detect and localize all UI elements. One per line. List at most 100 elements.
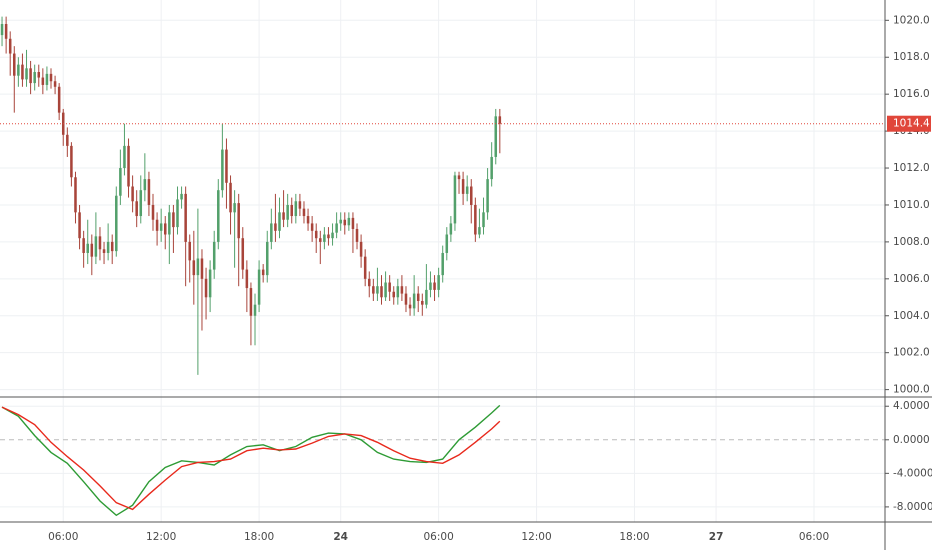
indicator-line xyxy=(1,404,501,517)
y-tick-label: 1008.0 xyxy=(893,236,930,248)
candle-body xyxy=(70,145,73,178)
candle-body xyxy=(57,86,61,113)
y-tick-label: 1006.0 xyxy=(893,273,930,285)
candle-body xyxy=(433,282,436,290)
candle-body xyxy=(465,186,469,194)
candle-body xyxy=(302,208,306,217)
candle-body xyxy=(319,238,322,242)
candle-body xyxy=(265,241,269,276)
candle-body xyxy=(470,186,473,205)
candle-body xyxy=(200,258,204,279)
indicator-line xyxy=(1,406,501,511)
candle-body xyxy=(367,278,371,287)
candle-body xyxy=(314,230,318,239)
x-tick-label: 24 xyxy=(333,531,348,543)
x-tick-label: 12:00 xyxy=(521,531,551,543)
candle-body xyxy=(392,291,396,298)
candle-body xyxy=(188,241,191,261)
candle-body xyxy=(217,190,220,242)
candle-body xyxy=(486,179,489,213)
candle-body xyxy=(453,175,457,224)
candle-body xyxy=(196,258,200,276)
y-tick-label: 1020.0 xyxy=(893,14,930,26)
candle-body xyxy=(437,275,440,290)
candle-body xyxy=(86,243,89,253)
y-tick-label: 1016.0 xyxy=(893,88,930,100)
y-tick-label: 1002.0 xyxy=(893,347,930,359)
y-tick-label: 1004.0 xyxy=(893,310,930,322)
candle-body xyxy=(102,249,106,253)
candle-body xyxy=(474,204,477,235)
candle-body xyxy=(53,81,57,87)
candle-body xyxy=(261,269,265,276)
x-tick-label: 27 xyxy=(709,531,724,543)
candle-body xyxy=(331,232,334,239)
candle-body xyxy=(94,236,98,257)
candle-body xyxy=(257,269,261,305)
candle-body xyxy=(335,223,338,233)
candle-body xyxy=(131,186,134,202)
candle-body xyxy=(498,116,502,124)
candle-body xyxy=(404,293,408,305)
candle-body xyxy=(274,223,277,231)
candle-body xyxy=(310,223,314,231)
candle-body xyxy=(286,204,289,220)
candle-body xyxy=(212,241,216,270)
candle-body xyxy=(323,234,326,242)
candle-body xyxy=(110,241,114,252)
candle-body xyxy=(339,219,342,224)
candle-body xyxy=(78,212,81,239)
candle-body xyxy=(184,193,187,242)
candle-body xyxy=(33,72,36,84)
candle-body xyxy=(421,300,424,305)
candle-body xyxy=(372,286,375,294)
candle-body xyxy=(449,223,453,235)
candle-body xyxy=(490,156,493,180)
candle-body xyxy=(441,252,444,276)
candle-body xyxy=(363,256,367,279)
candle-body xyxy=(98,236,102,250)
candle-body xyxy=(253,304,257,316)
y-tick-label: 4.0000 xyxy=(893,400,930,412)
candle-body xyxy=(298,201,302,209)
candle-body xyxy=(457,175,461,180)
candle-body xyxy=(388,282,391,292)
candle-body xyxy=(41,77,45,85)
candle-body xyxy=(13,53,16,76)
y-tick-label: 0.0000 xyxy=(893,434,930,446)
candle-body xyxy=(139,190,143,217)
candle-body xyxy=(8,38,12,54)
candle-body xyxy=(233,203,236,213)
candle-body xyxy=(49,73,53,82)
candle-body xyxy=(400,286,404,294)
candle-body xyxy=(163,223,167,235)
candle-body xyxy=(208,269,212,298)
y-tick-label: -8.0000 xyxy=(893,501,932,513)
candle-body xyxy=(192,260,196,276)
candle-body xyxy=(282,212,285,220)
x-tick-label: 18:00 xyxy=(244,531,274,543)
x-tick-label: 18:00 xyxy=(619,531,649,543)
candle-body xyxy=(29,68,32,84)
candle-body xyxy=(0,24,4,36)
x-tick-label: 12:00 xyxy=(146,531,176,543)
candle-body xyxy=(180,193,183,200)
candle-body xyxy=(127,145,130,187)
candle-body xyxy=(151,204,155,220)
candle-body xyxy=(237,203,240,239)
candle-body xyxy=(384,282,387,298)
candle-body xyxy=(204,278,208,298)
y-tick-label: 1018.0 xyxy=(893,51,930,63)
candle-body xyxy=(416,293,420,301)
candle-body xyxy=(66,134,69,146)
candle-body xyxy=(82,238,85,253)
candle-body xyxy=(355,228,359,242)
candle-body xyxy=(294,201,298,217)
candle-body xyxy=(461,179,465,194)
candle-body xyxy=(21,64,24,80)
candle-body xyxy=(482,212,485,228)
candle-body xyxy=(494,116,498,157)
last-price-box xyxy=(887,115,931,132)
candle-body xyxy=(327,234,330,239)
candle-body xyxy=(45,73,49,85)
